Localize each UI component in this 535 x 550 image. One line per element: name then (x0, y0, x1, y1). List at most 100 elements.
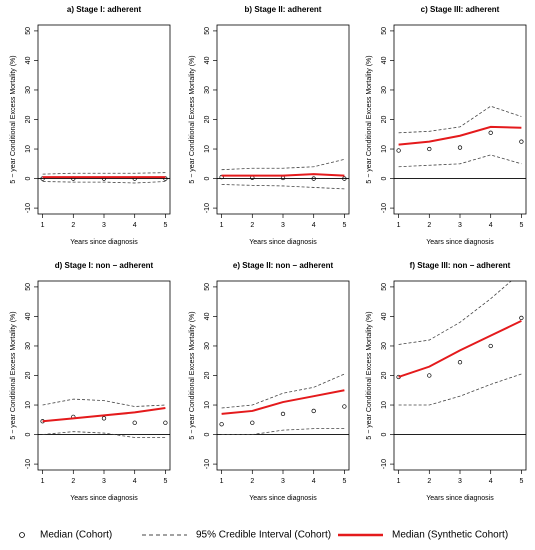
y-tick-label: 0 (381, 177, 388, 181)
panel-title: e) Stage II: non − adherent (233, 261, 334, 270)
y-tick-label: 20 (381, 116, 388, 124)
y-tick-label: 40 (25, 312, 32, 320)
x-tick-label: 2 (250, 478, 254, 485)
y-axis-label: 5 − year Conditional Excess Mortality (%… (189, 311, 196, 439)
x-tick-label: 1 (397, 222, 401, 229)
plot-frame (37, 24, 171, 215)
y-tick-label: 10 (381, 401, 388, 409)
panel-title: d) Stage I: non − adherent (55, 261, 154, 270)
interval-line (221, 184, 345, 190)
y-tick-label: 40 (381, 56, 388, 64)
x-tick-label: 4 (489, 478, 493, 485)
x-tick-label: 4 (312, 478, 316, 485)
x-tick-label: 5 (519, 222, 523, 229)
x-tick-label: 5 (519, 478, 523, 485)
median-line (398, 125, 522, 146)
y-tick-label: 10 (25, 401, 32, 409)
median-point (342, 404, 347, 409)
y-tick-label: -10 (25, 203, 32, 213)
median-point (163, 420, 168, 425)
median-point (457, 145, 463, 150)
y-tick-label: 10 (204, 401, 211, 409)
y-tick-label: 0 (381, 433, 388, 437)
interval-line (398, 281, 512, 345)
median-point (519, 139, 524, 144)
x-tick-label: 3 (281, 478, 285, 485)
legend-marker (19, 532, 25, 538)
interval-line (42, 431, 166, 438)
y-axis-label: 5 − year Conditional Excess Mortality (%… (10, 55, 17, 183)
median-point (427, 373, 432, 378)
x-tick-label: 3 (102, 478, 106, 485)
y-tick-label: 30 (381, 86, 388, 94)
y-tick-label: -10 (204, 203, 211, 213)
x-tick-label: 4 (489, 222, 493, 229)
interval-line (42, 398, 166, 407)
median-point (280, 411, 286, 417)
median-point (311, 176, 316, 181)
x-tick-label: 5 (163, 222, 167, 229)
x-axis-label: Years since diagnosis (70, 495, 138, 502)
y-tick-label: 40 (204, 312, 211, 320)
interval-line (221, 428, 345, 435)
panel-title: f) Stage III: non − adherent (410, 261, 511, 270)
x-tick-label: 3 (281, 222, 285, 229)
y-tick-label: 0 (25, 177, 32, 181)
y-tick-label: 50 (25, 27, 32, 35)
median-point (457, 360, 463, 365)
median-point (342, 176, 347, 181)
y-tick-label: 30 (25, 86, 32, 94)
interval-line (42, 181, 166, 184)
y-tick-label: 20 (204, 116, 211, 124)
x-tick-label: 1 (220, 478, 224, 485)
x-axis-label: Years since diagnosis (426, 495, 494, 502)
y-tick-label: -10 (204, 459, 211, 469)
panel: b) Stage II: adherent Years since diagnos… (189, 5, 350, 246)
x-tick-label: 5 (342, 478, 346, 485)
plot-frame (393, 24, 527, 215)
x-axis-label: Years since diagnosis (426, 239, 494, 246)
median-point (132, 420, 137, 425)
y-tick-label: 50 (381, 27, 388, 35)
y-tick-label: 20 (204, 372, 211, 380)
y-tick-label: 30 (381, 342, 388, 350)
plot-frame (216, 280, 350, 471)
median-point (101, 416, 107, 421)
x-tick-label: 2 (427, 222, 431, 229)
x-tick-label: 5 (163, 478, 167, 485)
x-tick-label: 2 (250, 222, 254, 229)
interval-line (398, 373, 522, 406)
y-axis-label: 5 − year Conditional Excess Mortality (%… (10, 311, 17, 439)
y-tick-label: 20 (25, 372, 32, 380)
y-tick-label: 10 (204, 145, 211, 153)
y-tick-label: -10 (381, 203, 388, 213)
panel: a) Stage I: adherent Years since diagnosi… (10, 5, 171, 246)
interval-line (221, 373, 345, 409)
x-tick-label: 4 (133, 478, 137, 485)
median-point (427, 146, 432, 152)
y-tick-label: 10 (381, 145, 388, 153)
legend-label: 95% Credible Interval (Cohort) (196, 530, 331, 541)
x-tick-label: 1 (41, 222, 45, 229)
x-axis-label: Years since diagnosis (249, 239, 317, 246)
median-line (221, 173, 345, 177)
x-axis-label: Years since diagnosis (70, 239, 138, 246)
y-tick-label: 0 (204, 177, 211, 181)
y-tick-label: 0 (25, 433, 32, 437)
interval-line (221, 158, 345, 171)
median-point (219, 422, 224, 427)
x-tick-label: 3 (102, 222, 106, 229)
y-tick-label: 50 (204, 283, 211, 291)
interval-line (398, 154, 522, 168)
y-tick-label: 40 (204, 56, 211, 64)
y-tick-label: 20 (25, 116, 32, 124)
y-axis-label: 5 − year Conditional Excess Mortality (%… (366, 311, 373, 439)
legend-label: Median (Synthetic Cohort) (392, 530, 508, 541)
y-tick-label: 40 (25, 56, 32, 64)
x-tick-label: 1 (397, 478, 401, 485)
panel: e) Stage II: non − adherent Years since d… (189, 261, 350, 502)
panel-title: a) Stage I: adherent (67, 5, 142, 14)
median-point (396, 148, 401, 153)
median-line (398, 319, 522, 378)
